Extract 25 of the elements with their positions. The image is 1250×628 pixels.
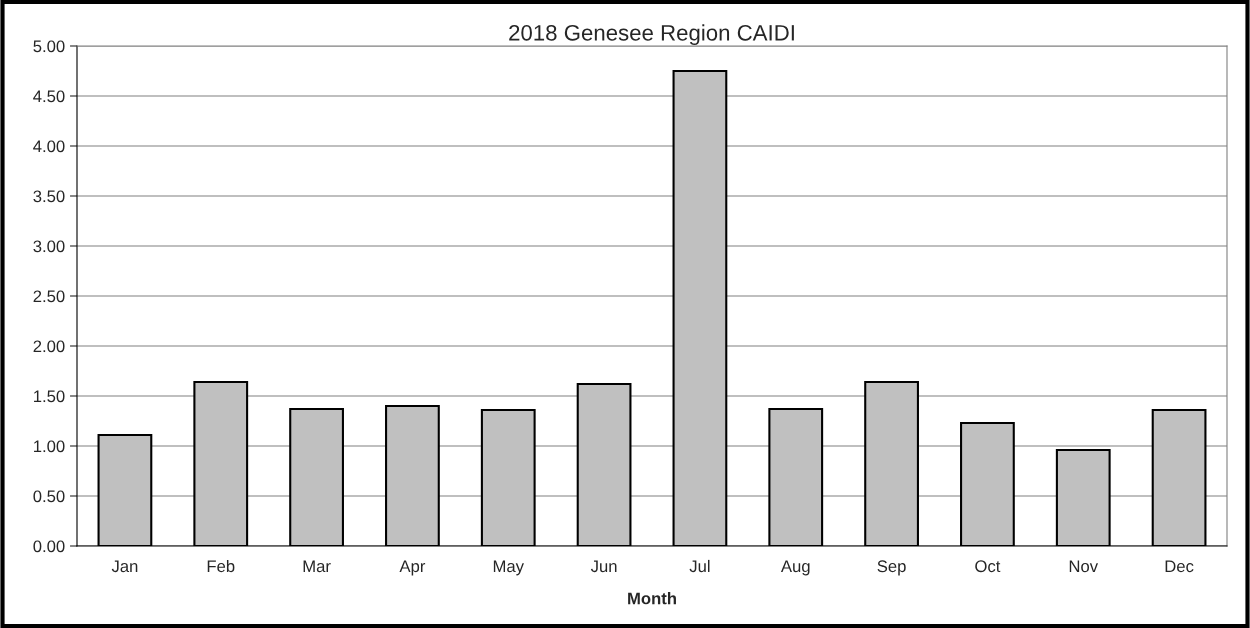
y-tick-label: 3.50: [33, 190, 65, 203]
y-tick-label: 3.00: [33, 240, 65, 253]
x-tick-label: Mar: [303, 560, 331, 573]
x-tick-label: Aug: [780, 560, 810, 576]
y-tick-label: 2.50: [33, 290, 65, 303]
x-tick-label: Nov: [1069, 560, 1099, 573]
x-axis-title: Month: [628, 592, 676, 605]
x-tick-label: Jan: [111, 560, 138, 573]
chart-title: 2018 Genesee Region CAIDI: [509, 24, 794, 46]
y-tick-label: 5.00: [33, 40, 65, 53]
x-tick-label: Apr: [399, 560, 426, 576]
y-tick-label: 0.00: [33, 540, 65, 553]
y-tick-label: 1.50: [34, 390, 65, 403]
y-tick-label: 2.00: [33, 340, 65, 353]
x-tick-label: Feb: [207, 559, 235, 573]
x-tick-label: Jul: [689, 559, 710, 573]
x-tick-label: Oct: [975, 560, 1001, 573]
x-tick-label: Dec: [1165, 560, 1194, 573]
y-tick-label: 0.50: [33, 490, 65, 503]
y-tick-label: 4.50: [33, 90, 65, 103]
y-tick-label: 4.00: [33, 140, 65, 153]
x-tick-label: Sep: [877, 560, 906, 576]
x-tick-label: Jun: [590, 560, 617, 573]
y-tick-label: 1.00: [34, 440, 65, 453]
x-tick-label: May: [493, 560, 524, 576]
